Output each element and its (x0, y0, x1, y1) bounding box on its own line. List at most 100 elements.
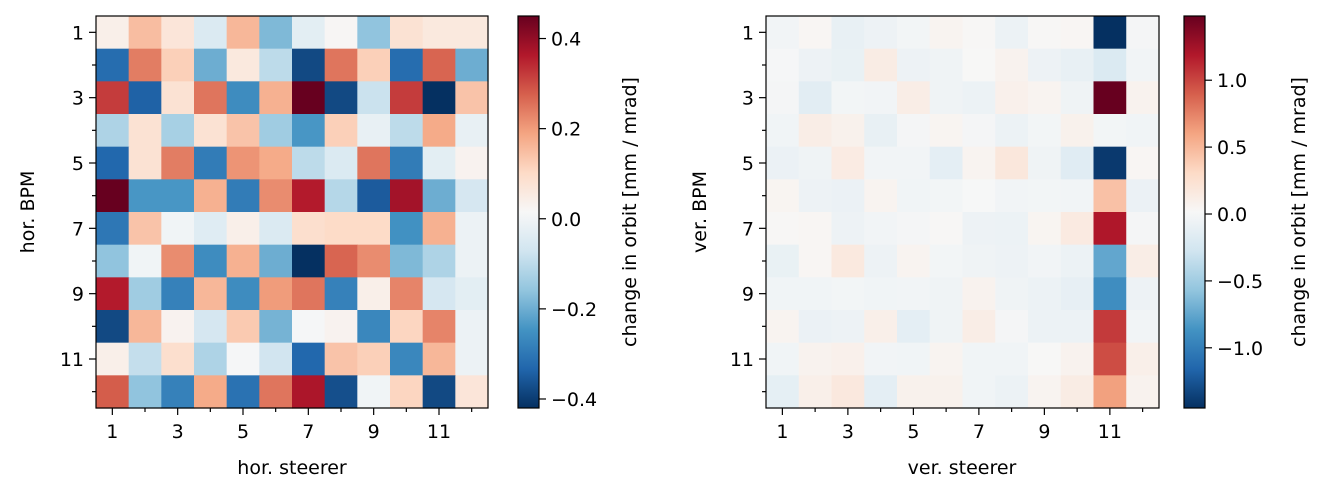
heatmap-cell (962, 277, 996, 311)
heatmap-cell (766, 48, 800, 82)
heatmap-cell (161, 146, 195, 180)
heatmap-cell (96, 81, 130, 115)
heatmap-cell (292, 81, 326, 115)
heatmap-cell (390, 179, 424, 213)
heatmap-cell (194, 179, 228, 213)
heatmap-cell (766, 277, 800, 311)
heatmap-cell (798, 342, 833, 376)
colorbar-label: change in orbit [mm / mrad] (1288, 77, 1310, 347)
heatmap-cell (798, 277, 833, 311)
heatmap-cell (324, 342, 358, 376)
heatmap-cell (1028, 48, 1062, 82)
heatmap-cell (292, 277, 326, 311)
heatmap-cell (455, 310, 489, 344)
y-tick-label: 7 (742, 218, 754, 240)
heatmap-cell (864, 81, 898, 115)
heatmap-cell (194, 114, 228, 148)
heatmap-cell (995, 244, 1029, 278)
heatmap-cell (357, 212, 391, 246)
heatmap-cell (995, 48, 1029, 82)
heatmap-cell (864, 48, 898, 82)
heatmap-cell (798, 212, 833, 246)
y-tick-label: 5 (72, 153, 84, 175)
heatmap-cell (1126, 16, 1160, 50)
heatmap-cell (194, 342, 228, 376)
heatmap-cell (1093, 81, 1127, 115)
heatmap-cell (161, 244, 195, 278)
heatmap-cell (259, 310, 293, 344)
heatmap-cells-vertical (766, 16, 1160, 409)
heatmap-cell (357, 244, 391, 278)
heatmap-cell (1093, 48, 1127, 82)
heatmap-cell (897, 114, 931, 148)
heatmap-frame (765, 15, 1160, 409)
heatmap-cell (161, 310, 195, 344)
heatmap-cell (259, 375, 293, 409)
x-tick-label: 7 (973, 421, 985, 443)
heatmap-cell (161, 179, 195, 213)
heatmap-cell (194, 375, 228, 409)
heatmap-cell (422, 342, 456, 376)
heatmap-cell (96, 16, 130, 50)
heatmap-cell (128, 179, 162, 213)
heatmap-cell (929, 310, 964, 344)
heatmap-cell (1093, 16, 1127, 50)
heatmap-cell (798, 114, 833, 148)
heatmap-cell (194, 48, 228, 82)
heatmap-cell (324, 244, 358, 278)
heatmap-cell (161, 16, 195, 50)
heatmap-cell (962, 48, 996, 82)
heatmap-cell (390, 48, 424, 82)
x-tick-label: 3 (842, 421, 854, 443)
heatmap-cell (962, 375, 996, 409)
heatmap-cell (831, 310, 865, 344)
heatmap-cell (864, 342, 898, 376)
heatmap-cell (259, 48, 293, 82)
heatmap-cell (161, 114, 195, 148)
x-axis-label: ver. steerer (908, 457, 1017, 479)
heatmap-cell (324, 114, 358, 148)
heatmap-cell (1060, 212, 1095, 246)
heatmap-cell (831, 375, 865, 409)
heatmap-cells-horizontal (96, 16, 489, 409)
heatmap-cell (1028, 244, 1062, 278)
heatmap-cell (1126, 244, 1160, 278)
y-tick-label: 1 (742, 22, 754, 44)
y-tick-label: 7 (72, 218, 84, 240)
x-axis-ticks: 1 3 5 7 9 11 (776, 408, 1144, 443)
heatmap-cell (1060, 16, 1095, 50)
heatmap-cell (929, 342, 964, 376)
heatmap-cell (897, 310, 931, 344)
heatmap-cell (831, 48, 865, 82)
heatmap-cell (1093, 179, 1127, 213)
heatmap-cell (161, 48, 195, 82)
heatmap-cell (766, 244, 800, 278)
heatmap-cell (161, 342, 195, 376)
heatmap-cell (259, 212, 293, 246)
heatmap-cell (798, 310, 833, 344)
heatmap-cell (864, 375, 898, 409)
heatmap-cell (1093, 310, 1127, 344)
heatmap-cell (292, 342, 326, 376)
heatmap-cell (422, 16, 456, 50)
heatmap-cell (1060, 114, 1095, 148)
heatmap-cell (259, 179, 293, 213)
heatmap-cell (831, 342, 865, 376)
heatmap-cell (422, 244, 456, 278)
heatmap-cell (1028, 81, 1062, 115)
heatmap-cell (357, 81, 391, 115)
colorbar-tick-label: −0.5 (1217, 271, 1263, 293)
heatmap-cell (1126, 277, 1160, 311)
x-tick-label: 5 (907, 421, 919, 443)
heatmap-cell (1028, 16, 1062, 50)
heatmap-cell (226, 114, 260, 148)
heatmap-cell (962, 16, 996, 50)
heatmap-cell (292, 48, 326, 82)
heatmap-cell (226, 310, 260, 344)
heatmap-cell (929, 114, 964, 148)
heatmap-cell (194, 16, 228, 50)
heatmap-cell (96, 114, 130, 148)
y-tick-label: 3 (742, 88, 754, 110)
heatmap-cell (1126, 48, 1160, 82)
